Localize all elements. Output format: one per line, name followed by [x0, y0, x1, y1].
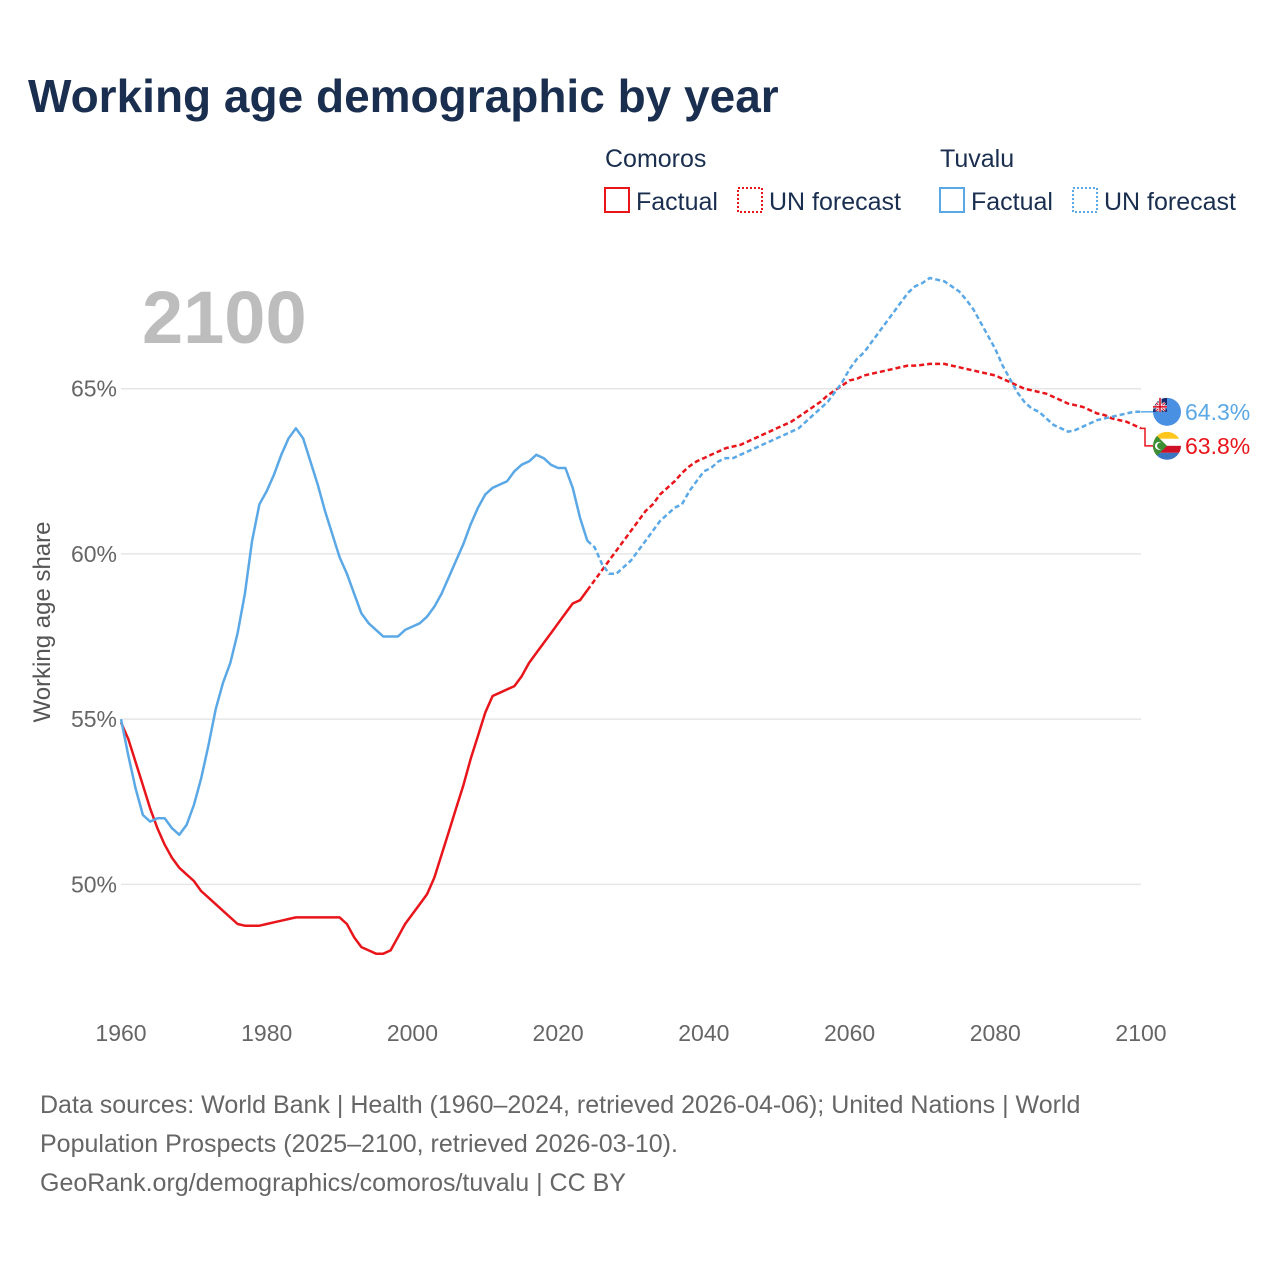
line-comoros-factual: [119, 589, 589, 955]
x-tick-label: 1960: [95, 1020, 146, 1046]
source-line-2: Population Prospects (2025–2100, retriev…: [40, 1130, 678, 1158]
chart-title: Working age demographic by year: [28, 70, 779, 122]
chart: Working age demographic by year Comoros …: [28, 70, 1250, 1046]
legend-swatch-tuvalu-factual: [939, 187, 965, 213]
x-tick-label: 2080: [970, 1020, 1021, 1046]
end-label-tuvalu: 64.3%: [1185, 399, 1250, 425]
legend-label-comoros-factual: Factual: [636, 188, 718, 216]
x-axis-ticks: 1960 1980 2000 2020 2040 2060 2080 2100: [95, 1020, 1166, 1046]
year-overlay: 2100: [142, 276, 307, 359]
y-tick-label: 55%: [71, 706, 117, 732]
end-marker-comoros: 63.8%: [1141, 427, 1250, 460]
source-note: Data sources: World Bank | Health (1960–…: [40, 1086, 1190, 1203]
legend-country-tuvalu: Tuvalu: [940, 145, 1014, 173]
legend-swatch-comoros-factual: [604, 187, 630, 213]
end-marker-tuvalu: 64.3%: [1141, 397, 1250, 426]
legend-label-tuvalu-factual: Factual: [971, 188, 1053, 216]
y-tick-label: 60%: [71, 541, 117, 567]
source-line-1: Data sources: World Bank | Health (1960–…: [40, 1091, 1081, 1119]
legend: Comoros Factual UN forecast Tuvalu Factu…: [604, 145, 1236, 216]
tuvalu-flag-icon: [1153, 397, 1181, 426]
y-tick-label: 50%: [71, 871, 117, 897]
end-label-comoros: 63.8%: [1185, 433, 1250, 459]
x-tick-label: 2000: [387, 1020, 438, 1046]
y-axis-ticks: 50% 55% 60% 65%: [71, 376, 117, 898]
legend-label-comoros-forecast: UN forecast: [769, 188, 901, 216]
source-line-3: GeoRank.org/demographics/comoros/tuvalu …: [40, 1169, 626, 1197]
line-tuvalu-forecast: [586, 276, 1141, 575]
x-tick-label: 1980: [241, 1020, 292, 1046]
legend-group-comoros[interactable]: Comoros Factual UN forecast: [604, 145, 901, 216]
x-tick-label: 2020: [533, 1020, 584, 1046]
legend-swatch-tuvalu-forecast: [1072, 187, 1098, 213]
legend-group-tuvalu[interactable]: Tuvalu Factual UN forecast: [939, 145, 1236, 216]
y-tick-label: 65%: [71, 376, 117, 402]
line-tuvalu-factual: [119, 427, 589, 837]
leader-line-comoros: [1141, 427, 1153, 447]
x-tick-label: 2100: [1115, 1020, 1166, 1046]
legend-country-comoros: Comoros: [605, 145, 706, 173]
line-comoros-forecast: [586, 362, 1142, 592]
series-lines: [119, 276, 1142, 955]
legend-swatch-comoros-forecast: [737, 187, 763, 213]
legend-label-tuvalu-forecast: UN forecast: [1104, 188, 1236, 216]
y-axis-label: Working age share: [29, 522, 56, 723]
grid-lines: [121, 387, 1141, 886]
x-tick-label: 2060: [824, 1020, 875, 1046]
x-tick-label: 2040: [678, 1020, 729, 1046]
comoros-flag-icon: [1153, 431, 1181, 460]
